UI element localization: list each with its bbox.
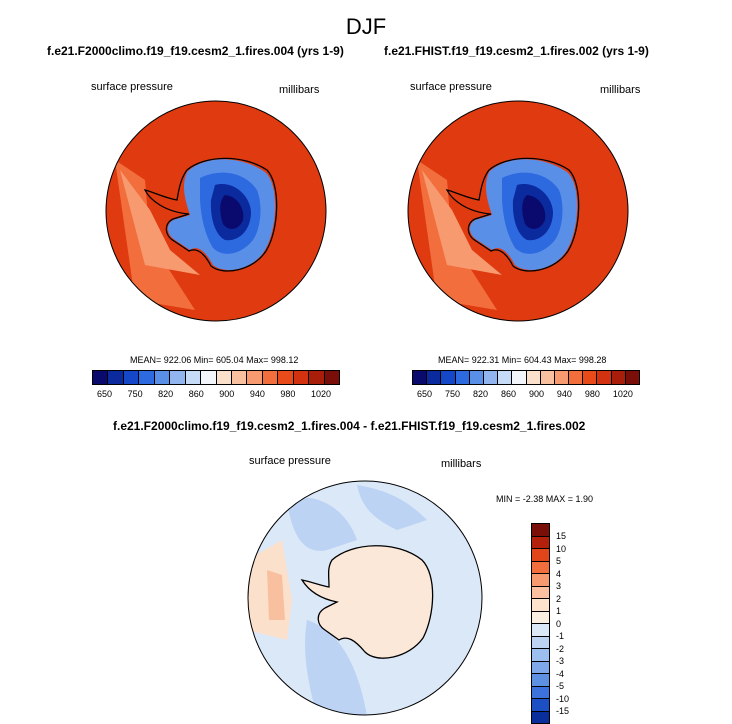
pressure-band-mid bbox=[422, 170, 502, 275]
antarctica-contour-min bbox=[220, 195, 244, 229]
panel1-colorbar bbox=[92, 370, 340, 385]
tick-label: 900 bbox=[528, 389, 544, 399]
diff-variable: surface pressure bbox=[249, 455, 331, 467]
diff-title: f.e21.F2000climo.f19_f19.cesm2_1.fires.0… bbox=[113, 419, 586, 433]
tick-label: -2 bbox=[556, 643, 565, 654]
diff-region-neg bbox=[305, 620, 367, 715]
antarctica-coastline bbox=[445, 157, 580, 272]
tick-label: 860 bbox=[500, 389, 516, 399]
diff-colorbar bbox=[531, 523, 550, 724]
diff-antarctica-coastline bbox=[300, 545, 434, 659]
panel2-units: millibars bbox=[600, 84, 641, 96]
tick-label: 980 bbox=[584, 389, 600, 399]
diff-region-neg bbox=[357, 485, 427, 530]
figure-title: DJF bbox=[345, 14, 387, 39]
diff-colorbar-ticks: 15 10 5 4 3 2 1 0 -1 -2 -3 -4 -5 -10 -15 bbox=[556, 530, 569, 718]
tick-label: 980 bbox=[280, 389, 296, 399]
diff-units: millibars bbox=[441, 458, 482, 470]
diff-region-pos-strong bbox=[267, 570, 285, 620]
antarctica-coastline bbox=[143, 157, 278, 272]
tick-label: 900 bbox=[219, 389, 235, 399]
panel1-units: millibars bbox=[279, 84, 320, 96]
tick-label: 940 bbox=[556, 389, 572, 399]
diff-map bbox=[247, 480, 483, 716]
panel1-map bbox=[105, 100, 327, 322]
tick-label: -15 bbox=[556, 706, 570, 716]
tick-label: -10 bbox=[556, 693, 570, 704]
tick-label: 650 bbox=[97, 389, 113, 399]
tick-label: 1 bbox=[556, 606, 562, 616]
panel2-variable: surface pressure bbox=[410, 81, 492, 93]
tick-label: 820 bbox=[158, 389, 174, 399]
tick-label: 750 bbox=[444, 389, 461, 399]
tick-label: 5 bbox=[556, 556, 562, 566]
tick-label: -3 bbox=[556, 656, 565, 666]
tick-label: 650 bbox=[417, 389, 433, 399]
tick-label: -4 bbox=[556, 668, 565, 679]
tick-label: 15 bbox=[556, 531, 567, 541]
panel1-title: f.e21.F2000climo.f19_f19.cesm2_1.fires.0… bbox=[47, 44, 344, 58]
antarctica-contour-min bbox=[522, 195, 546, 229]
panel2-map bbox=[407, 100, 629, 322]
tick-label: 4 bbox=[556, 568, 562, 579]
panel2-title: f.e21.FHIST.f19_f19.cesm2_1.fires.002 (y… bbox=[384, 44, 649, 58]
tick-label: 3 bbox=[556, 581, 562, 591]
tick-label: -5 bbox=[556, 681, 565, 691]
tick-label: 820 bbox=[472, 389, 488, 399]
tick-label: 940 bbox=[249, 389, 265, 399]
tick-label: 10 bbox=[556, 543, 567, 554]
panel2-stats: MEAN= 922.31 Min= 604.43 Max= 998.28 bbox=[438, 355, 607, 365]
pressure-band-mid bbox=[120, 170, 200, 275]
tick-label: 2 bbox=[556, 593, 562, 604]
panel1-stats: MEAN= 922.06 Min= 605.04 Max= 998.12 bbox=[130, 355, 299, 365]
tick-label: 0 bbox=[556, 618, 562, 629]
panel1-variable: surface pressure bbox=[91, 81, 173, 93]
diff-region-neg bbox=[287, 497, 357, 551]
panel1-colorbar-ticks: 650 750 820 860 900 940 980 1020 bbox=[97, 389, 331, 399]
panel2-colorbar-ticks: 650 750 820 860 900 940 980 1020 bbox=[417, 389, 633, 399]
tick-label: 860 bbox=[188, 389, 204, 399]
diff-stats: MIN = -2.38 MAX = 1.90 bbox=[496, 494, 594, 504]
tick-label: 1020 bbox=[612, 389, 633, 399]
tick-label: 750 bbox=[127, 389, 143, 399]
tick-label: 1020 bbox=[310, 389, 331, 399]
tick-label: -1 bbox=[556, 631, 565, 641]
panel2-colorbar bbox=[412, 370, 640, 385]
